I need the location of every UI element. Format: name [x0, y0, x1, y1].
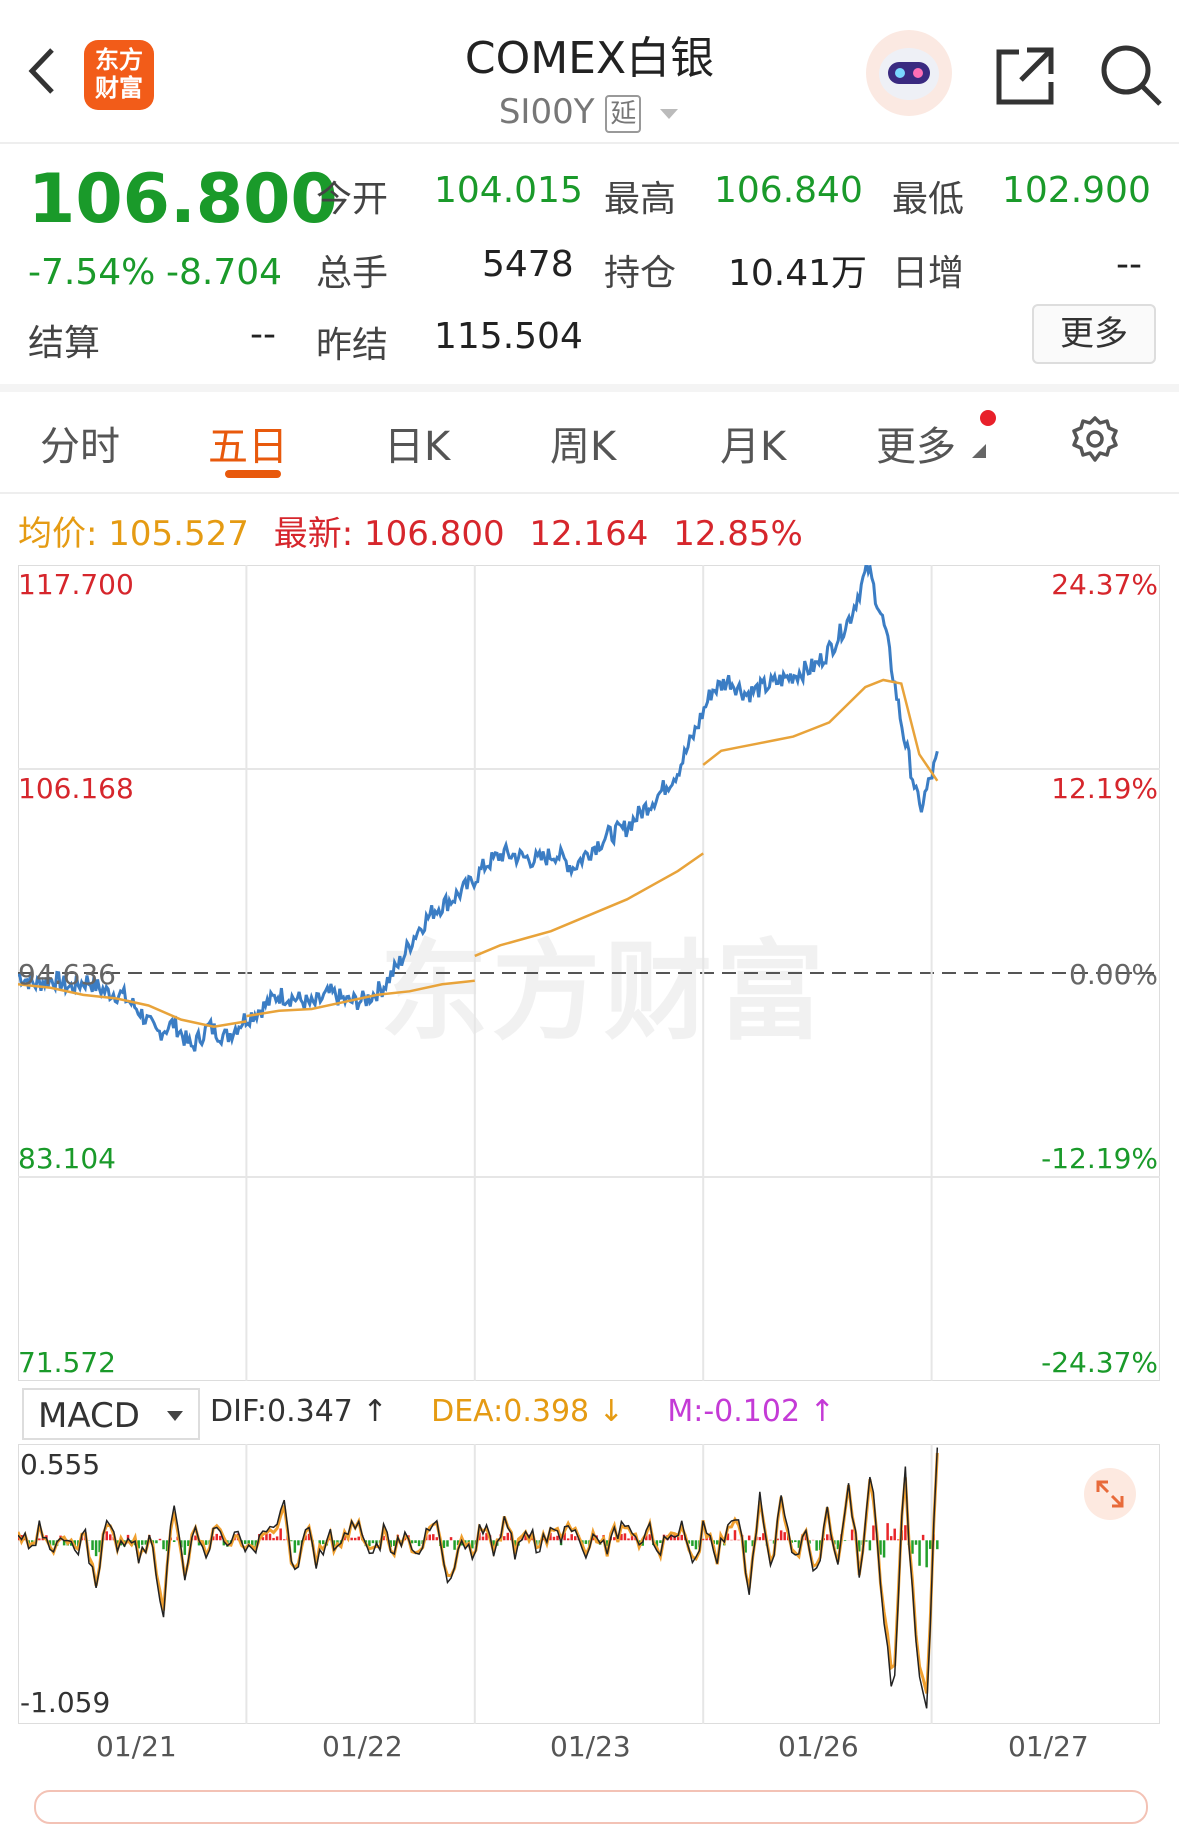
robot-icon [879, 48, 939, 100]
corner-triangle-icon [972, 444, 986, 458]
x-tick-2: 01/23 [550, 1730, 631, 1763]
more-quote-button[interactable]: 更多 [1032, 304, 1156, 364]
prev-settle-label: 昨结 [316, 325, 389, 366]
prev-settle-value: 115.504 [434, 316, 583, 357]
latest-change: 12.164 [529, 514, 649, 554]
open-interest-value: 10.41万 [728, 253, 868, 294]
daily-increase-label: 日增 [892, 253, 965, 294]
open-value: 104.015 [434, 170, 583, 211]
tab-daily-k[interactable]: 日K [384, 424, 451, 470]
dif-value: DIF:0.347 ↑ [210, 1394, 388, 1429]
x-tick-0: 01/21 [96, 1730, 177, 1763]
bottom-action-bar[interactable] [34, 1790, 1148, 1824]
top-bar: 东方 财富 COMEX白银 SI00Y 延 [0, 0, 1179, 144]
tab-five-day[interactable]: 五日 [208, 424, 288, 470]
y-tick-left-1: 106.168 [18, 772, 134, 805]
share-icon[interactable] [993, 44, 1057, 108]
logo-text-1: 东方 [95, 46, 143, 74]
latest-percent: 12.85% [673, 514, 803, 554]
change-amount: -8.704 [166, 252, 283, 293]
avg-line-day-0 [18, 983, 247, 1028]
settle-value: -- [250, 314, 276, 355]
caret-down-icon [167, 1411, 183, 1421]
instrument-title: COMEX白银 [464, 33, 715, 84]
chart-info-line: 均价: 105.527 最新: 106.800 12.164 12.85% [18, 506, 803, 555]
avg-label: 均价: [18, 514, 98, 554]
search-icon[interactable] [1098, 42, 1164, 108]
y-tick-left-3: 83.104 [18, 1142, 116, 1175]
latest-value: 106.800 [363, 514, 505, 554]
instrument-code-row[interactable]: SI00Y 延 [0, 92, 1179, 133]
delay-badge: 延 [605, 94, 642, 133]
open-interest-label: 持仓 [604, 253, 677, 294]
high-value: 106.840 [714, 170, 863, 211]
avg-line-day-3 [702, 678, 939, 782]
assistant-avatar[interactable] [866, 30, 952, 116]
fullscreen-button[interactable] [1084, 1468, 1136, 1520]
price-chart[interactable] [18, 565, 1160, 1381]
dea-value: DEA:0.398 ↓ [431, 1394, 624, 1429]
y-tick-left-2: 94.636 [18, 958, 116, 991]
indicator-select[interactable]: MACD [22, 1388, 200, 1440]
avg-line-day-1 [246, 979, 475, 1018]
indicator-select-label: MACD [38, 1396, 140, 1436]
macd-frame [18, 1444, 1160, 1724]
y-tick-left-4: 71.572 [18, 1346, 116, 1379]
m-value: M:-0.102 ↑ [667, 1394, 835, 1429]
high-label: 最高 [604, 179, 677, 220]
dif-line [18, 1447, 939, 1709]
logo-text-2: 财富 [95, 74, 143, 102]
volume-value: 5478 [482, 244, 574, 285]
x-tick-3: 01/26 [778, 1730, 859, 1763]
notification-dot [980, 410, 996, 426]
last-price: 106.800 [28, 160, 338, 239]
active-tab-indicator [225, 470, 281, 478]
latest-label: 最新: [273, 514, 354, 554]
y-tick-right-4: -24.37% [1041, 1346, 1158, 1379]
settle-label: 结算 [28, 323, 101, 364]
price-line [18, 565, 939, 1052]
open-label: 今开 [316, 179, 389, 220]
app-logo[interactable]: 东方 财富 [84, 40, 154, 110]
y-tick-left-0: 117.700 [18, 568, 134, 601]
macd-chart[interactable] [18, 1444, 1160, 1724]
tab-intraday[interactable]: 分时 [40, 424, 120, 470]
tab-monthly-k[interactable]: 月K [720, 424, 787, 470]
caret-down-icon [660, 108, 679, 119]
macd-values: DIF:0.347 ↑ DEA:0.398 ↓ M:-0.102 ↑ [210, 1394, 835, 1429]
volume-label: 总手 [316, 253, 389, 294]
watermark: 东方财富 [380, 930, 829, 1055]
x-tick-1: 01/22 [322, 1730, 403, 1763]
change-percent: -7.54% [28, 252, 156, 293]
daily-increase-value: -- [1116, 244, 1142, 285]
y-tick-right-2: 0.00% [1069, 958, 1158, 991]
macd-tick-top: 0.555 [20, 1448, 101, 1481]
tab-weekly-k[interactable]: 周K [550, 424, 617, 470]
low-value: 102.900 [1002, 170, 1151, 211]
macd-tick-bottom: -1.059 [20, 1686, 111, 1719]
low-label: 最低 [892, 179, 965, 220]
avg-value: 105.527 [108, 514, 249, 554]
divider [0, 384, 1179, 392]
expand-arrows-icon [1096, 1480, 1124, 1508]
period-tabs [0, 392, 1179, 494]
x-tick-4: 01/27 [1008, 1730, 1089, 1763]
settings-gear-icon[interactable] [1070, 414, 1120, 464]
avg-line-day-2 [474, 852, 704, 958]
instrument-code: SI00Y [498, 92, 595, 132]
back-chevron-icon[interactable] [26, 46, 58, 96]
tab-more[interactable]: 更多 [876, 424, 956, 470]
y-tick-right-1: 12.19% [1051, 772, 1158, 805]
y-tick-right-3: -12.19% [1041, 1142, 1158, 1175]
y-tick-right-0: 24.37% [1051, 568, 1158, 601]
